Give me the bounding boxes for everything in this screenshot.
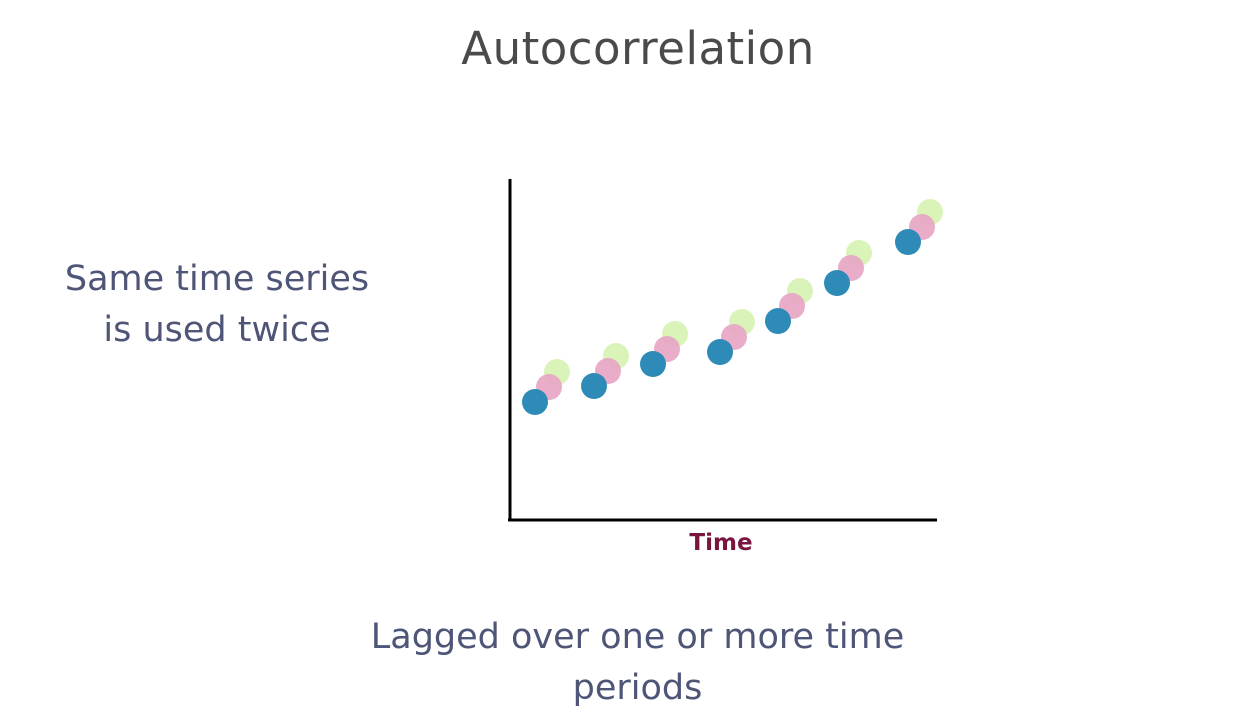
lag1-series: [536, 214, 935, 400]
bottom-caption: Lagged over one or more time periods: [370, 617, 905, 708]
original-series: [522, 229, 921, 415]
original-point: [895, 229, 921, 255]
original-point: [765, 308, 791, 334]
side-caption: Same time series is used twice: [64, 259, 370, 350]
x-axis-label: Time: [689, 530, 752, 556]
original-point: [522, 389, 548, 415]
original-point: [707, 339, 733, 365]
lag2-series: [544, 199, 943, 385]
slide-title: Autocorrelation: [461, 22, 815, 75]
original-point: [581, 373, 607, 399]
original-point: [640, 351, 666, 377]
original-point: [824, 270, 850, 296]
